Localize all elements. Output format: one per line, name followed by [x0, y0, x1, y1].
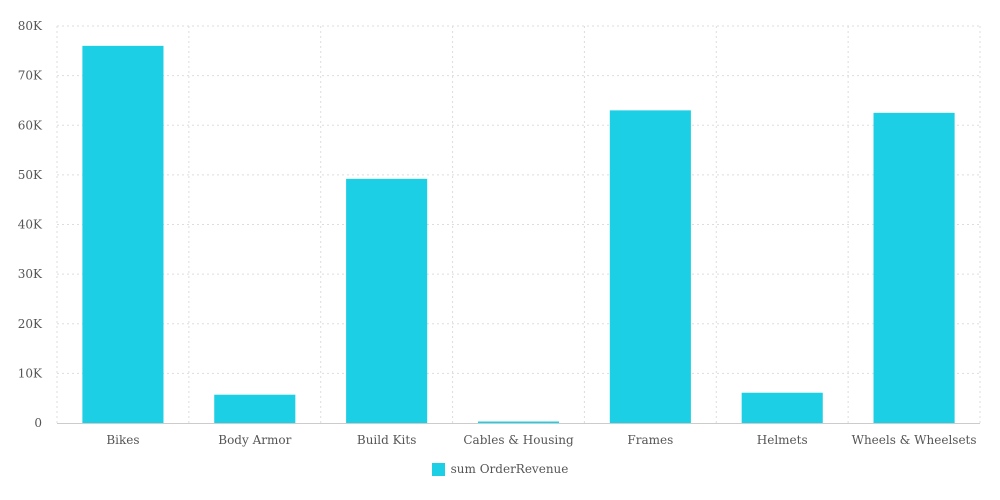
legend-swatch — [431, 462, 445, 476]
y-tick-label: 0 — [34, 416, 42, 430]
legend-label: sum OrderRevenue — [450, 462, 569, 476]
bar[interactable] — [214, 394, 296, 423]
bar[interactable] — [873, 112, 955, 423]
x-tick-label: Build Kits — [357, 433, 417, 447]
x-tick-label: Cables & Housing — [463, 433, 574, 447]
bars — [82, 45, 955, 424]
legend: sum OrderRevenue — [0, 462, 1000, 476]
x-tick-label: Frames — [627, 433, 673, 447]
y-tick-label: 10K — [18, 366, 43, 380]
bar[interactable] — [741, 392, 823, 423]
x-tick-label: Helmets — [757, 433, 808, 447]
y-tick-label: 50K — [18, 168, 43, 182]
x-axis-ticks: Bikes Body Armor Build Kits Cables & Housin… — [106, 433, 976, 447]
y-axis-ticks: 0 10K 20K 30K 40K 50K 60K 70K 80K — [18, 19, 43, 430]
y-tick-label: 20K — [18, 317, 43, 331]
bar[interactable] — [477, 421, 560, 423]
legend-item[interactable]: sum OrderRevenue — [431, 462, 569, 476]
x-tick-label: Bikes — [106, 433, 139, 447]
y-tick-label: 30K — [18, 267, 43, 281]
bar[interactable] — [609, 110, 691, 424]
y-tick-label: 40K — [18, 218, 43, 232]
bar[interactable] — [346, 178, 428, 423]
bar[interactable] — [82, 45, 164, 423]
y-tick-label: 60K — [18, 118, 43, 132]
grid — [56, 25, 981, 423]
x-tick-label: Body Armor — [218, 433, 291, 447]
y-tick-label: 80K — [18, 19, 43, 33]
y-tick-label: 70K — [18, 69, 43, 83]
x-tick-label: Wheels & Wheelsets — [852, 433, 977, 447]
